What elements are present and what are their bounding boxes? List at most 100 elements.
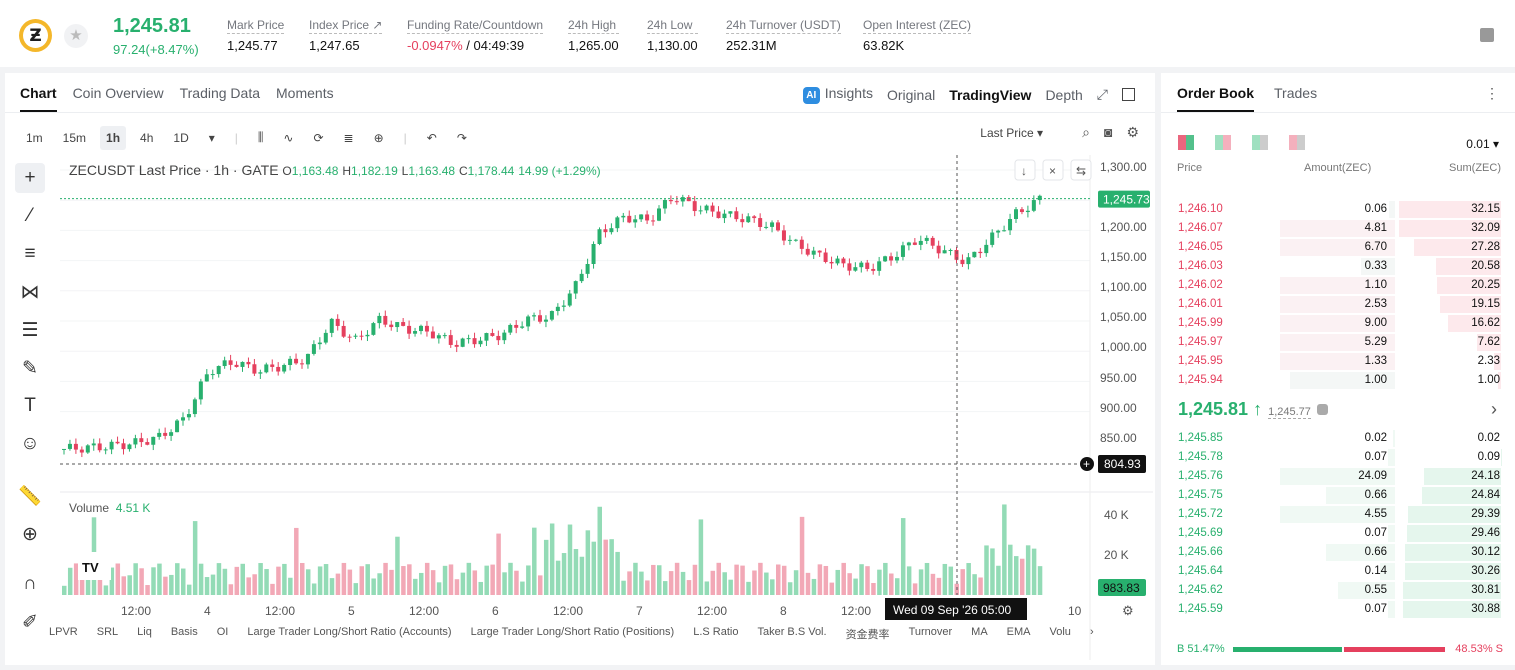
ask-row[interactable]: 1,246.07 4.81 32.09 [1161,219,1515,238]
indicator-turnover[interactable]: Turnover [908,626,953,638]
favorite-star-icon[interactable]: ★ [64,24,88,48]
volume-bar [960,569,965,595]
ask-row[interactable]: 1,245.97 5.29 7.62 [1161,333,1515,352]
indicator-ls-positions[interactable]: Large Trader Long/Short Ratio (Positions… [470,626,675,638]
undo-icon[interactable]: ↶ [426,130,437,145]
ask-row[interactable]: 1,246.01 2.53 19.15 [1161,295,1515,314]
last-price-select[interactable]: Last Price ▾ [980,126,1043,140]
volume-bar [567,524,573,595]
magnet-icon[interactable]: ∩ [23,573,37,594]
zoom-icon[interactable]: ⊕ [22,523,38,545]
brush-icon[interactable]: ✎ [22,357,38,379]
chevron-right-icon[interactable]: › [1491,399,1497,419]
candlestick-chart[interactable]: 1,300.00 1,200.00 1,150.00 1,100.00 1,050.00… [60,155,1153,660]
indicator-ema[interactable]: EMA [1006,626,1031,638]
ask-row[interactable]: 1,245.99 9.00 16.62 [1161,314,1515,333]
bid-row[interactable]: 1,245.75 0.66 24.84 [1161,486,1515,505]
crosshair-icon[interactable]: + [15,163,45,193]
gear-icon[interactable]: ⚙ [1126,124,1139,140]
bid-row[interactable]: 1,245.62 0.55 30.81 [1161,581,1515,600]
bid-row[interactable]: 1,245.66 0.66 30.12 [1161,543,1515,562]
ask-row[interactable]: 1,245.95 1.33 2.33 [1161,352,1515,371]
indicator-volume[interactable]: Volu [1049,626,1071,638]
horizontal-lines-icon[interactable]: ≡ [24,243,36,264]
indicator-lpvr[interactable]: LPVR [49,626,78,638]
timeframe-dropdown-icon[interactable]: ▾ [208,130,215,145]
tab-tradingview[interactable]: TradingView [949,86,1032,103]
price-chart[interactable]: 1,300.00 1,200.00 1,150.00 1,100.00 1,050.00… [60,155,1153,660]
bid-row[interactable]: 1,245.78 0.07 0.09 [1161,448,1515,467]
tab-coin-overview[interactable]: Coin Overview [72,85,164,101]
indicator-liq[interactable]: Liq [137,626,152,638]
indicators-icon[interactable]: ∿ [283,130,294,145]
indicator-ma[interactable]: MA [971,626,988,638]
indicator-srl[interactable]: SRL [96,626,119,638]
tab-original[interactable]: Original [886,86,936,103]
indicator-funding-rate[interactable]: 资金费率 [845,629,890,641]
window-icon[interactable] [1122,88,1135,101]
indicator-ls-ratio[interactable]: L.S Ratio [693,626,739,638]
pattern-icon[interactable]: ⋈ [20,281,40,303]
indicator-basis[interactable]: Basis [170,626,198,638]
volume-bar [246,577,251,595]
indicator-ls-accounts[interactable]: Large Trader Long/Short Ratio (Accounts) [247,626,452,638]
volume-bar [978,577,983,595]
stat-index-price[interactable]: Index Price ↗ 1,247.65 [309,18,383,53]
time-tick: 4 [204,604,211,618]
tab-insights[interactable]: AI Insights [802,85,873,104]
text-icon[interactable]: T [24,395,36,416]
scroll-right-icon[interactable]: › [1089,626,1094,638]
precision-select[interactable]: 0.01 ▾ [1466,137,1499,151]
candle [633,219,638,223]
fib-icon[interactable]: ☰ [21,319,39,341]
bid-row[interactable]: 1,245.76 24.09 24.18 [1161,467,1515,486]
ask-row[interactable]: 1,246.10 0.06 32.15 [1161,200,1515,219]
layout-split-icon[interactable] [1215,135,1231,150]
lock-drawing-icon[interactable]: ✐ [22,611,38,633]
replay-icon[interactable]: ⟳ [313,130,324,145]
timeframe-1h[interactable]: 1h [100,125,127,150]
layout-both-icon[interactable] [1178,135,1194,150]
templates-icon[interactable]: ≣ [343,130,354,145]
ask-row[interactable]: 1,246.05 6.70 27.28 [1161,238,1515,257]
volume-bar [781,565,787,595]
timeframe-1m[interactable]: 1m [26,130,43,145]
candle [67,443,72,449]
candle [335,318,340,326]
ask-row[interactable]: 1,245.94 1.00 1.00 [1161,371,1515,390]
timeframe-4h[interactable]: 4h [140,130,154,145]
layout-asks-icon[interactable] [1289,135,1305,150]
tab-depth[interactable]: Depth [1045,86,1083,103]
indicator-taker-vol[interactable]: Taker B.S Vol. [757,626,827,638]
candle [942,250,947,254]
search-icon[interactable]: ⌕ [1082,124,1090,140]
bid-row[interactable]: 1,245.85 0.02 0.02 [1161,429,1515,448]
ask-row[interactable]: 1,246.03 0.33 20.58 [1161,257,1515,276]
camera-icon[interactable]: ◙ [1103,124,1113,140]
indicator-oi[interactable]: OI [216,626,229,638]
tab-order-book[interactable]: Order Book [1177,85,1255,112]
expand-icon[interactable]: ⤢ [1096,86,1108,102]
more-icon[interactable]: ⋮ [1485,85,1499,101]
guide-book-icon[interactable] [1480,28,1494,42]
timeframe-15m[interactable]: 15m [62,130,87,145]
redo-icon[interactable]: ↷ [456,130,467,145]
bid-row[interactable]: 1,245.59 0.07 30.88 [1161,600,1515,619]
bid-row[interactable]: 1,245.69 0.07 29.46 [1161,524,1515,543]
bid-row[interactable]: 1,245.72 4.55 29.39 [1161,505,1515,524]
layout-bids-icon[interactable] [1252,135,1268,150]
ask-row[interactable]: 1,246.02 1.10 20.25 [1161,276,1515,295]
row-sum: 30.81 [1471,584,1500,596]
tab-moments[interactable]: Moments [276,85,334,101]
emoji-icon[interactable]: ☺ [20,433,40,454]
tab-trades[interactable]: Trades [1274,85,1318,101]
candle-type-icon[interactable]: ⫼ [257,130,264,144]
tab-trading-data[interactable]: Trading Data [179,85,261,101]
candle [508,324,513,333]
timeframe-1d[interactable]: 1D [173,130,189,145]
tab-chart[interactable]: Chart [20,85,57,112]
add-icon[interactable]: ⊕ [373,130,384,145]
trendline-icon[interactable]: ⁄ [28,205,32,226]
bid-row[interactable]: 1,245.64 0.14 30.26 [1161,562,1515,581]
ruler-icon[interactable]: 📏 [18,486,42,507]
